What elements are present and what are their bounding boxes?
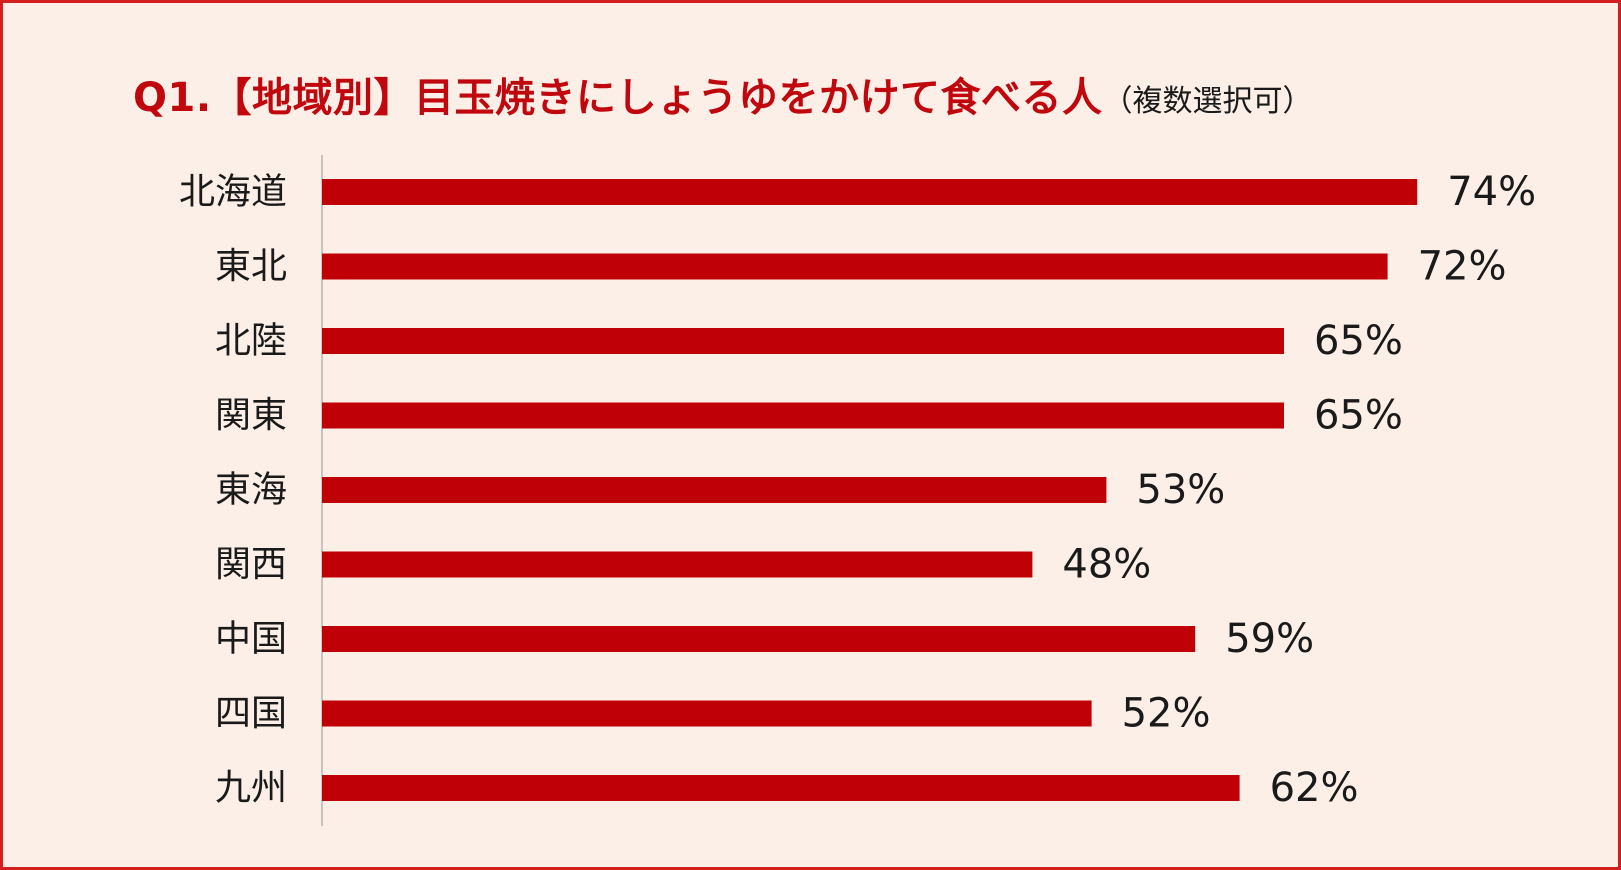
category-label: 中国 [215, 619, 287, 660]
bar [322, 477, 1107, 503]
bar [322, 626, 1196, 652]
category-label: 九州 [215, 768, 287, 809]
value-label: 53% [1136, 467, 1225, 513]
chart-title-main: Q1.【地域別】目玉焼きにしょうゆをかけて食べる人 [133, 75, 1103, 121]
category-label: 北陸 [215, 321, 287, 362]
bar [322, 253, 1388, 280]
value-label: 65% [1314, 393, 1403, 439]
bar [322, 551, 1033, 578]
value-label: 74% [1447, 169, 1536, 215]
bar [322, 179, 1418, 205]
value-label: 48% [1062, 542, 1151, 588]
bar [322, 328, 1284, 354]
bar [322, 700, 1092, 727]
value-label: 59% [1225, 616, 1314, 662]
category-label: 関西 [215, 544, 287, 585]
category-label: 関東 [215, 395, 287, 436]
value-label: 72% [1418, 244, 1507, 290]
value-label: 62% [1270, 765, 1359, 811]
value-label: 65% [1314, 318, 1403, 364]
category-label: 東北 [215, 246, 287, 287]
bar [322, 402, 1284, 429]
chart-title: Q1.【地域別】目玉焼きにしょうゆをかけて食べる人（複数選択可） [133, 65, 1313, 123]
category-label: 北海道 [179, 172, 287, 213]
category-label: 東海 [215, 470, 287, 511]
bar [322, 775, 1240, 801]
chart-title-sub: （複数選択可） [1102, 84, 1313, 119]
category-label: 四国 [215, 693, 287, 734]
value-label: 52% [1122, 691, 1211, 737]
